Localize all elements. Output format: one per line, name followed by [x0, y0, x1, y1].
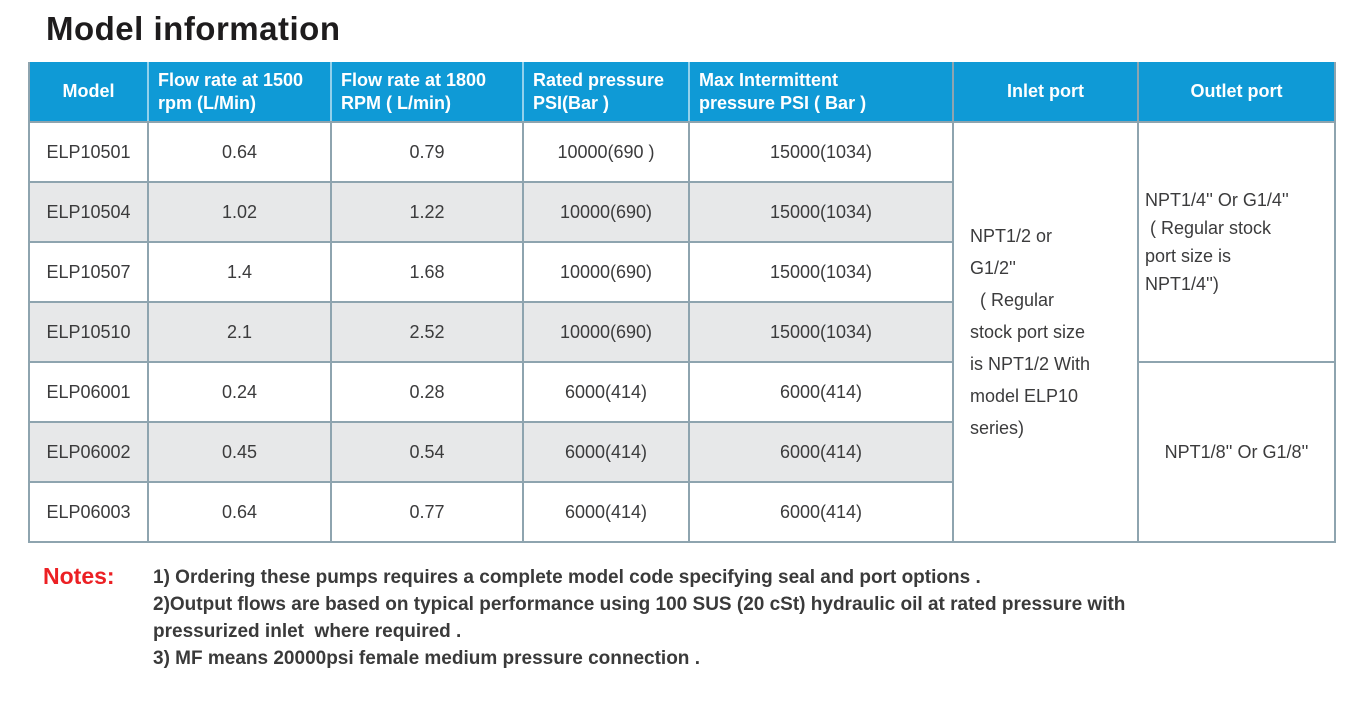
spec-sheet-page: Model information Model Flow rate at 150…: [0, 10, 1362, 709]
cell-flow-1800: 0.28: [330, 361, 524, 423]
page-title: Model information: [46, 10, 341, 47]
table-row-elp10510: ELP10510 2.1 2.52 10000(690) 15000(1034): [28, 301, 1335, 363]
col-header-model: Model: [29, 62, 149, 123]
cell-max-intermittent: 6000(414): [688, 481, 954, 543]
note-item-2: 2)Output flows are based on typical perf…: [153, 594, 1126, 642]
notes-label: Notes:: [43, 563, 115, 589]
col-header-rated-pressure: Rated pressure PSI(Bar ): [523, 62, 690, 123]
col-header-inlet-port: Inlet port: [953, 62, 1139, 123]
cell-flow-1800: 0.54: [330, 421, 524, 483]
cell-model: ELP10507: [28, 241, 149, 303]
table-row-elp10501: ELP10501 0.64 0.79 10000(690 ) 15000(103…: [28, 121, 1336, 543]
cell-rated-pressure: 10000(690 ): [522, 121, 690, 183]
note-item-1: 1) Ordering these pumps requires a compl…: [153, 567, 981, 588]
cell-flow-1800: 0.79: [330, 121, 524, 183]
model-info-table: Model Flow rate at 1500 rpm (L/Min) Flow…: [28, 62, 1336, 543]
cell-model: ELP06003: [28, 481, 149, 543]
table-row-elp06003: ELP06003 0.64 0.77 6000(414) 6000(414): [28, 481, 1335, 543]
cell-rated-pressure: 6000(414): [522, 421, 690, 483]
cell-model: ELP10501: [28, 121, 149, 183]
header-row: Model Flow rate at 1500 rpm (L/Min) Flow…: [29, 62, 1335, 123]
cell-flow-1800: 2.52: [330, 301, 524, 363]
cell-outlet-port-elp10: NPT1/4'' Or G1/4'' ( Regular stock port …: [1137, 121, 1336, 363]
col-header-flow-1500: Flow rate at 1500 rpm (L/Min): [148, 62, 332, 123]
cell-rated-pressure: 10000(690): [522, 301, 690, 363]
cell-flow-1500: 2.1: [147, 301, 332, 363]
table-row-elp06002: ELP06002 0.45 0.54 6000(414) 6000(414): [28, 421, 1335, 483]
cell-model: ELP06001: [28, 361, 149, 423]
table-row-elp06001: ELP06001 0.24 0.28 6000(414) 6000(414) N…: [28, 361, 1336, 543]
cell-flow-1500: 1.02: [147, 181, 332, 243]
cell-rated-pressure: 6000(414): [522, 481, 690, 543]
cell-max-intermittent: 15000(1034): [688, 121, 954, 183]
cell-model: ELP10510: [28, 301, 149, 363]
table-header: Model Flow rate at 1500 rpm (L/Min) Flow…: [29, 62, 1335, 123]
cell-flow-1800: 1.68: [330, 241, 524, 303]
cell-flow-1500: 0.45: [147, 421, 332, 483]
col-header-outlet-port: Outlet port: [1138, 62, 1335, 123]
cell-max-intermittent: 6000(414): [688, 361, 954, 423]
cell-flow-1800: 0.77: [330, 481, 524, 543]
cell-rated-pressure: 10000(690): [522, 181, 690, 243]
cell-flow-1500: 0.64: [147, 121, 332, 183]
table-body: ELP10501 0.64 0.79 10000(690 ) 15000(103…: [28, 121, 1336, 543]
cell-flow-1500: 0.64: [147, 481, 332, 543]
cell-max-intermittent: 15000(1034): [688, 181, 954, 243]
cell-rated-pressure: 10000(690): [522, 241, 690, 303]
cell-inlet-port: NPT1/2 or G1/2'' ( Regular stock port si…: [952, 121, 1139, 543]
table-row-elp10507: ELP10507 1.4 1.68 10000(690) 15000(1034): [28, 241, 1335, 303]
cell-flow-1500: 1.4: [147, 241, 332, 303]
table-row-elp10504: ELP10504 1.02 1.22 10000(690) 15000(1034…: [28, 181, 1335, 243]
note-item-3: 3) MF means 20000psi female medium press…: [153, 648, 700, 669]
cell-model: ELP10504: [28, 181, 149, 243]
cell-max-intermittent: 15000(1034): [688, 241, 954, 303]
cell-rated-pressure: 6000(414): [522, 361, 690, 423]
cell-flow-1800: 1.22: [330, 181, 524, 243]
notes-section: Notes: 1) Ordering these pumps requires …: [43, 563, 1362, 672]
cell-max-intermittent: 6000(414): [688, 421, 954, 483]
notes-body: 1) Ordering these pumps requires a compl…: [153, 563, 1125, 672]
cell-outlet-port-elp06: NPT1/8'' Or G1/8'': [1137, 361, 1336, 543]
col-header-flow-1800: Flow rate at 1800 RPM ( L/min): [331, 62, 524, 123]
cell-model: ELP06002: [28, 421, 149, 483]
cell-max-intermittent: 15000(1034): [688, 301, 954, 363]
col-header-max-intermittent: Max Intermittent pressure PSI ( Bar ): [689, 62, 954, 123]
cell-flow-1500: 0.24: [147, 361, 332, 423]
